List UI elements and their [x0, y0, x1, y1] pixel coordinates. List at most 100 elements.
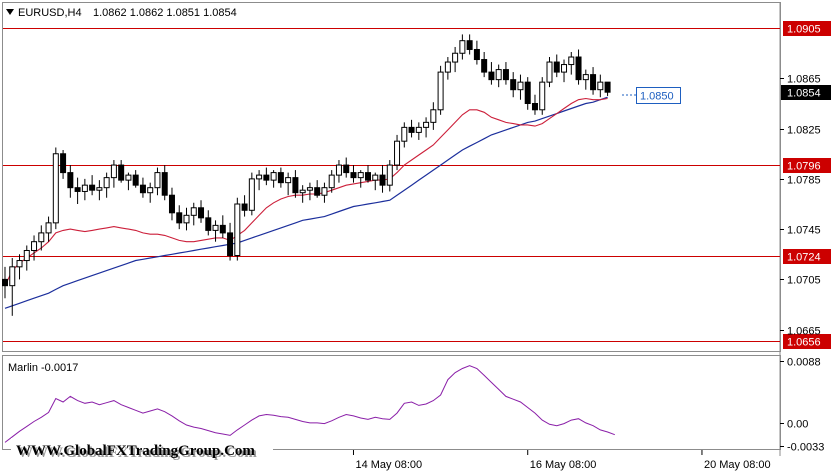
price-tick-label: 1.0705: [787, 275, 821, 287]
time-tick-label: 16 May 08:00: [530, 459, 597, 471]
candle-body: [350, 172, 357, 179]
price-callout-label: 1.0850: [640, 91, 674, 103]
price-callout-box[interactable]: [636, 87, 681, 104]
candle-body: [132, 174, 139, 186]
candle-body: [539, 81, 546, 111]
candle-body: [234, 203, 241, 257]
candle-body: [437, 71, 444, 111]
ma-blue-line: [4, 96, 608, 309]
time-tick-label: 20 May 08:00: [704, 459, 771, 471]
moving-averages: [4, 96, 608, 309]
candle-body: [227, 232, 234, 257]
price-tick-label: 1.0785: [787, 175, 821, 187]
candle-body: [52, 153, 59, 224]
candle-body: [125, 174, 132, 181]
candle-body: [45, 222, 52, 234]
indicator-frame: [2, 355, 781, 450]
symbol-timeframe: EURUSD,H4: [18, 7, 82, 19]
ohlc-values: 1.0862 1.0862 1.0851 1.0854: [93, 7, 237, 19]
candle-body: [328, 174, 335, 189]
level-price-label: 1.0796: [787, 161, 821, 173]
price-tick-label: 1.0825: [787, 125, 821, 137]
candle-body: [575, 56, 582, 81]
marlin-line: [4, 365, 615, 443]
horizontal-levels: 1.0905 1.0796 1.0724 1.0656: [3, 21, 831, 349]
candle-body: [473, 48, 480, 61]
time-tick-label: 14 May 08:00: [355, 459, 422, 471]
indicator-tick-label: -0.0033: [787, 442, 824, 454]
candle-body: [524, 81, 531, 105]
candle-body: [590, 74, 597, 91]
candle-body: [365, 172, 371, 181]
price-tick-label: 1.0865: [787, 74, 821, 86]
candle-body: [263, 174, 270, 181]
candle-body: [205, 217, 212, 231]
candle-body: [459, 40, 466, 54]
candle-body: [219, 224, 226, 234]
candle-body: [379, 174, 386, 186]
candle-body: [139, 184, 146, 194]
level-price-box: [783, 334, 831, 349]
candle-body: [270, 172, 277, 181]
candle-body: [604, 81, 611, 93]
candle-body: [401, 126, 408, 142]
candle-body: [299, 189, 306, 194]
candle-body: [67, 172, 74, 189]
candle-body: [183, 214, 190, 224]
candle-body: [168, 194, 175, 214]
candle-body: [38, 232, 45, 243]
candle-body: [74, 187, 81, 192]
level-price-box: [783, 249, 831, 264]
candle-body: [386, 164, 393, 186]
candle-body: [423, 121, 430, 128]
collapse-triangle-icon[interactable]: [6, 9, 14, 15]
candle-body: [314, 187, 321, 196]
candle-body: [118, 164, 125, 181]
candle-body: [103, 177, 110, 189]
level-price-label: 1.0905: [787, 24, 821, 36]
candle-body: [546, 61, 553, 83]
price-tick-label: 1.0665: [787, 326, 821, 338]
current-price-label: 1.0854: [787, 88, 821, 100]
candle-body: [408, 126, 415, 133]
candle-body: [96, 187, 103, 191]
candle-body: [110, 164, 117, 179]
candle-body: [568, 56, 575, 66]
candle-body: [161, 172, 168, 196]
candle-body: [256, 174, 263, 180]
candle-body: [176, 212, 183, 224]
ma-red-line: [4, 97, 608, 286]
candle-body: [212, 224, 219, 231]
candle-body: [372, 174, 379, 181]
candle-body: [343, 164, 350, 174]
level-price-box: [783, 158, 831, 173]
candle-body: [285, 177, 292, 184]
candle-body: [481, 59, 488, 73]
candle-body: [277, 172, 284, 184]
candle-body: [23, 249, 30, 262]
indicator-tick-label: 0.00: [787, 419, 808, 431]
candle-body: [190, 207, 197, 216]
candle-body: [488, 71, 495, 81]
candle-body: [241, 203, 248, 211]
candle-body: [154, 172, 161, 189]
candle-body: [306, 187, 313, 191]
candle-body: [517, 81, 524, 91]
candle-body: [292, 177, 299, 194]
watermark-badge: [11, 438, 273, 472]
candle-body: [2, 278, 8, 287]
candle-body: [357, 172, 364, 179]
price-axis: 1.0865 1.0825 1.0785 1.0745 1.0705 1.0665 1.08…: [780, 74, 831, 338]
candle-body: [444, 61, 451, 73]
candle-body: [248, 178, 255, 211]
indicator-tick-label: 0.0088: [787, 357, 821, 369]
candle-body: [321, 187, 328, 196]
candle-body: [502, 69, 509, 81]
marlin-indicator: 0.0088 0.00 -0.0033: [4, 357, 824, 454]
current-price-box: [781, 85, 831, 100]
price-tick-label: 1.0745: [787, 225, 821, 237]
candle-body: [582, 74, 589, 81]
candlestick-series: [2, 34, 611, 316]
